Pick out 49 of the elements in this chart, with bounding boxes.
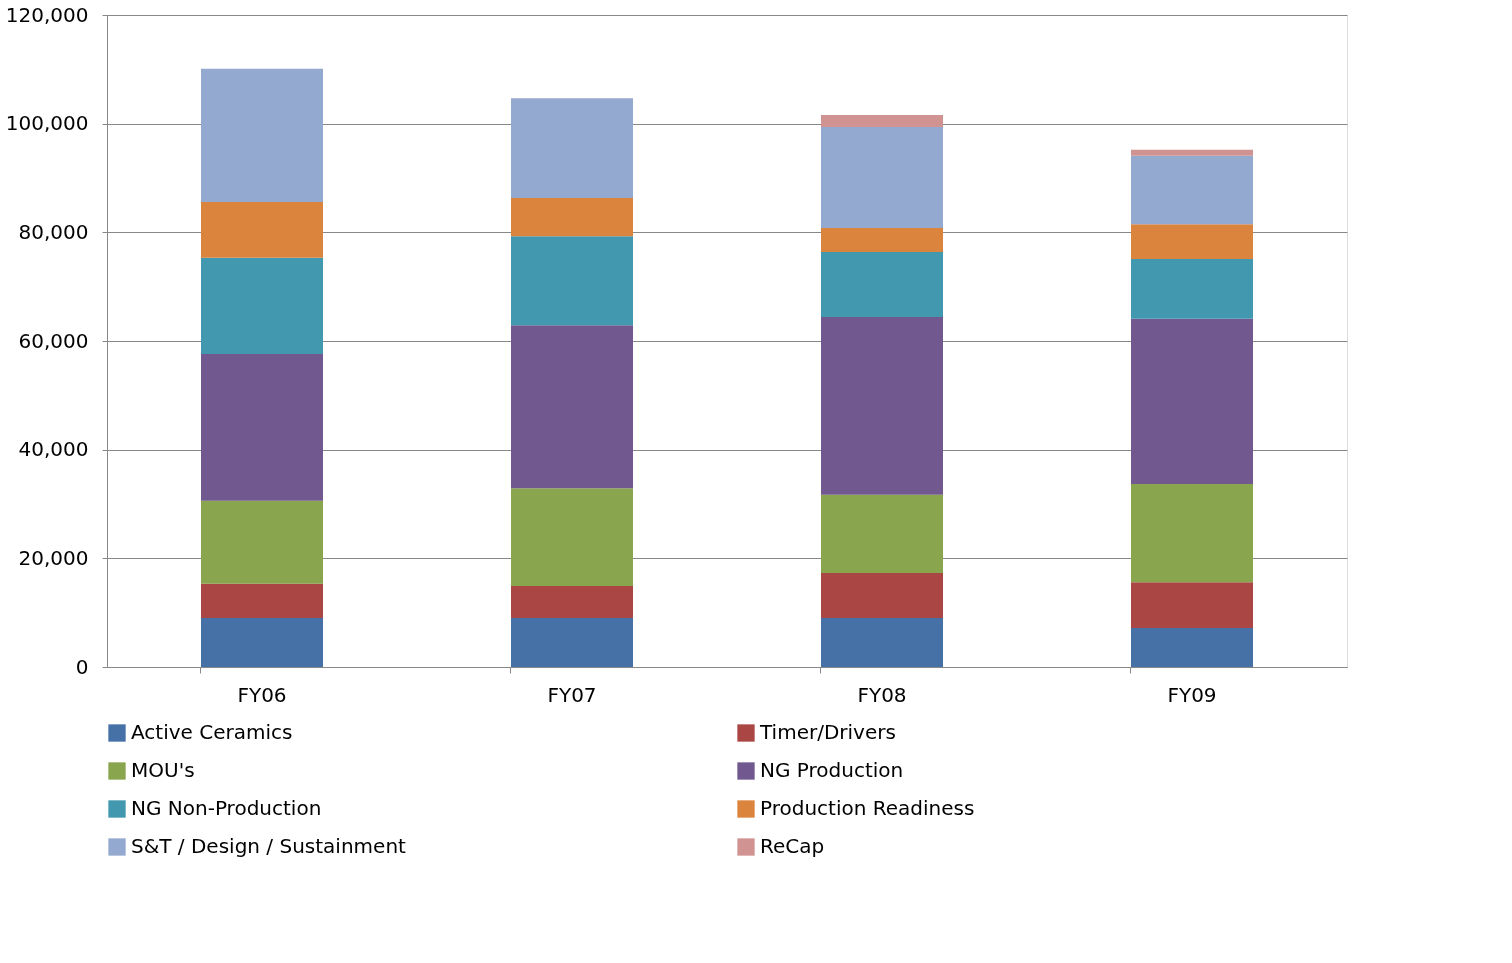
legend-label: NG Production: [760, 758, 904, 782]
bar: [821, 227, 943, 252]
bar: [201, 618, 323, 667]
y-tick-label: 80,000: [18, 219, 89, 244]
bar: [821, 573, 943, 619]
y-tick-label: 40,000: [18, 437, 89, 462]
bar: [201, 68, 323, 202]
x-tick-label: FY07: [547, 682, 597, 707]
bar: [201, 201, 323, 258]
y-tick-label: 100,000: [5, 111, 89, 136]
bar: [511, 618, 633, 667]
legend-label: NG Non-Production: [131, 796, 322, 820]
bar: [201, 583, 323, 619]
bar: [511, 488, 633, 587]
bar: [201, 500, 323, 584]
bar: [1131, 582, 1253, 628]
bar: [1131, 483, 1253, 583]
bar: [821, 494, 943, 573]
legend-label: Production Readiness: [760, 796, 975, 820]
legend-label: Active Ceramics: [131, 720, 293, 744]
y-tick-label: 20,000: [18, 545, 89, 570]
y-tick-label: 120,000: [5, 2, 89, 27]
bar: [1131, 224, 1253, 259]
y-tick-label: 0: [75, 654, 89, 679]
bar: [511, 325, 633, 489]
x-tick-label: FY08: [857, 682, 907, 707]
bar: [511, 586, 633, 619]
bar: [511, 98, 633, 199]
bar: [201, 257, 323, 355]
x-tick-label: FY09: [1167, 682, 1217, 707]
bar: [821, 317, 943, 495]
legend-label: ReCap: [760, 834, 825, 858]
bar: [1131, 318, 1253, 484]
bar: [821, 618, 943, 667]
bar: [1131, 155, 1253, 225]
legend-label: Timer/Drivers: [759, 720, 896, 744]
bar: [511, 198, 633, 237]
legend-label: MOU's: [131, 758, 195, 782]
bar: [821, 114, 943, 127]
bar: [1131, 258, 1253, 319]
y-tick-label: 60,000: [18, 328, 89, 353]
bar: [821, 126, 943, 228]
bar: [1131, 149, 1253, 156]
bar: [821, 251, 943, 318]
legend-label: S&T / Design / Sustainment: [131, 834, 407, 858]
x-tick-label: FY06: [237, 682, 287, 707]
bar: [1131, 627, 1253, 667]
bar: [201, 354, 323, 501]
bar: [511, 236, 633, 326]
